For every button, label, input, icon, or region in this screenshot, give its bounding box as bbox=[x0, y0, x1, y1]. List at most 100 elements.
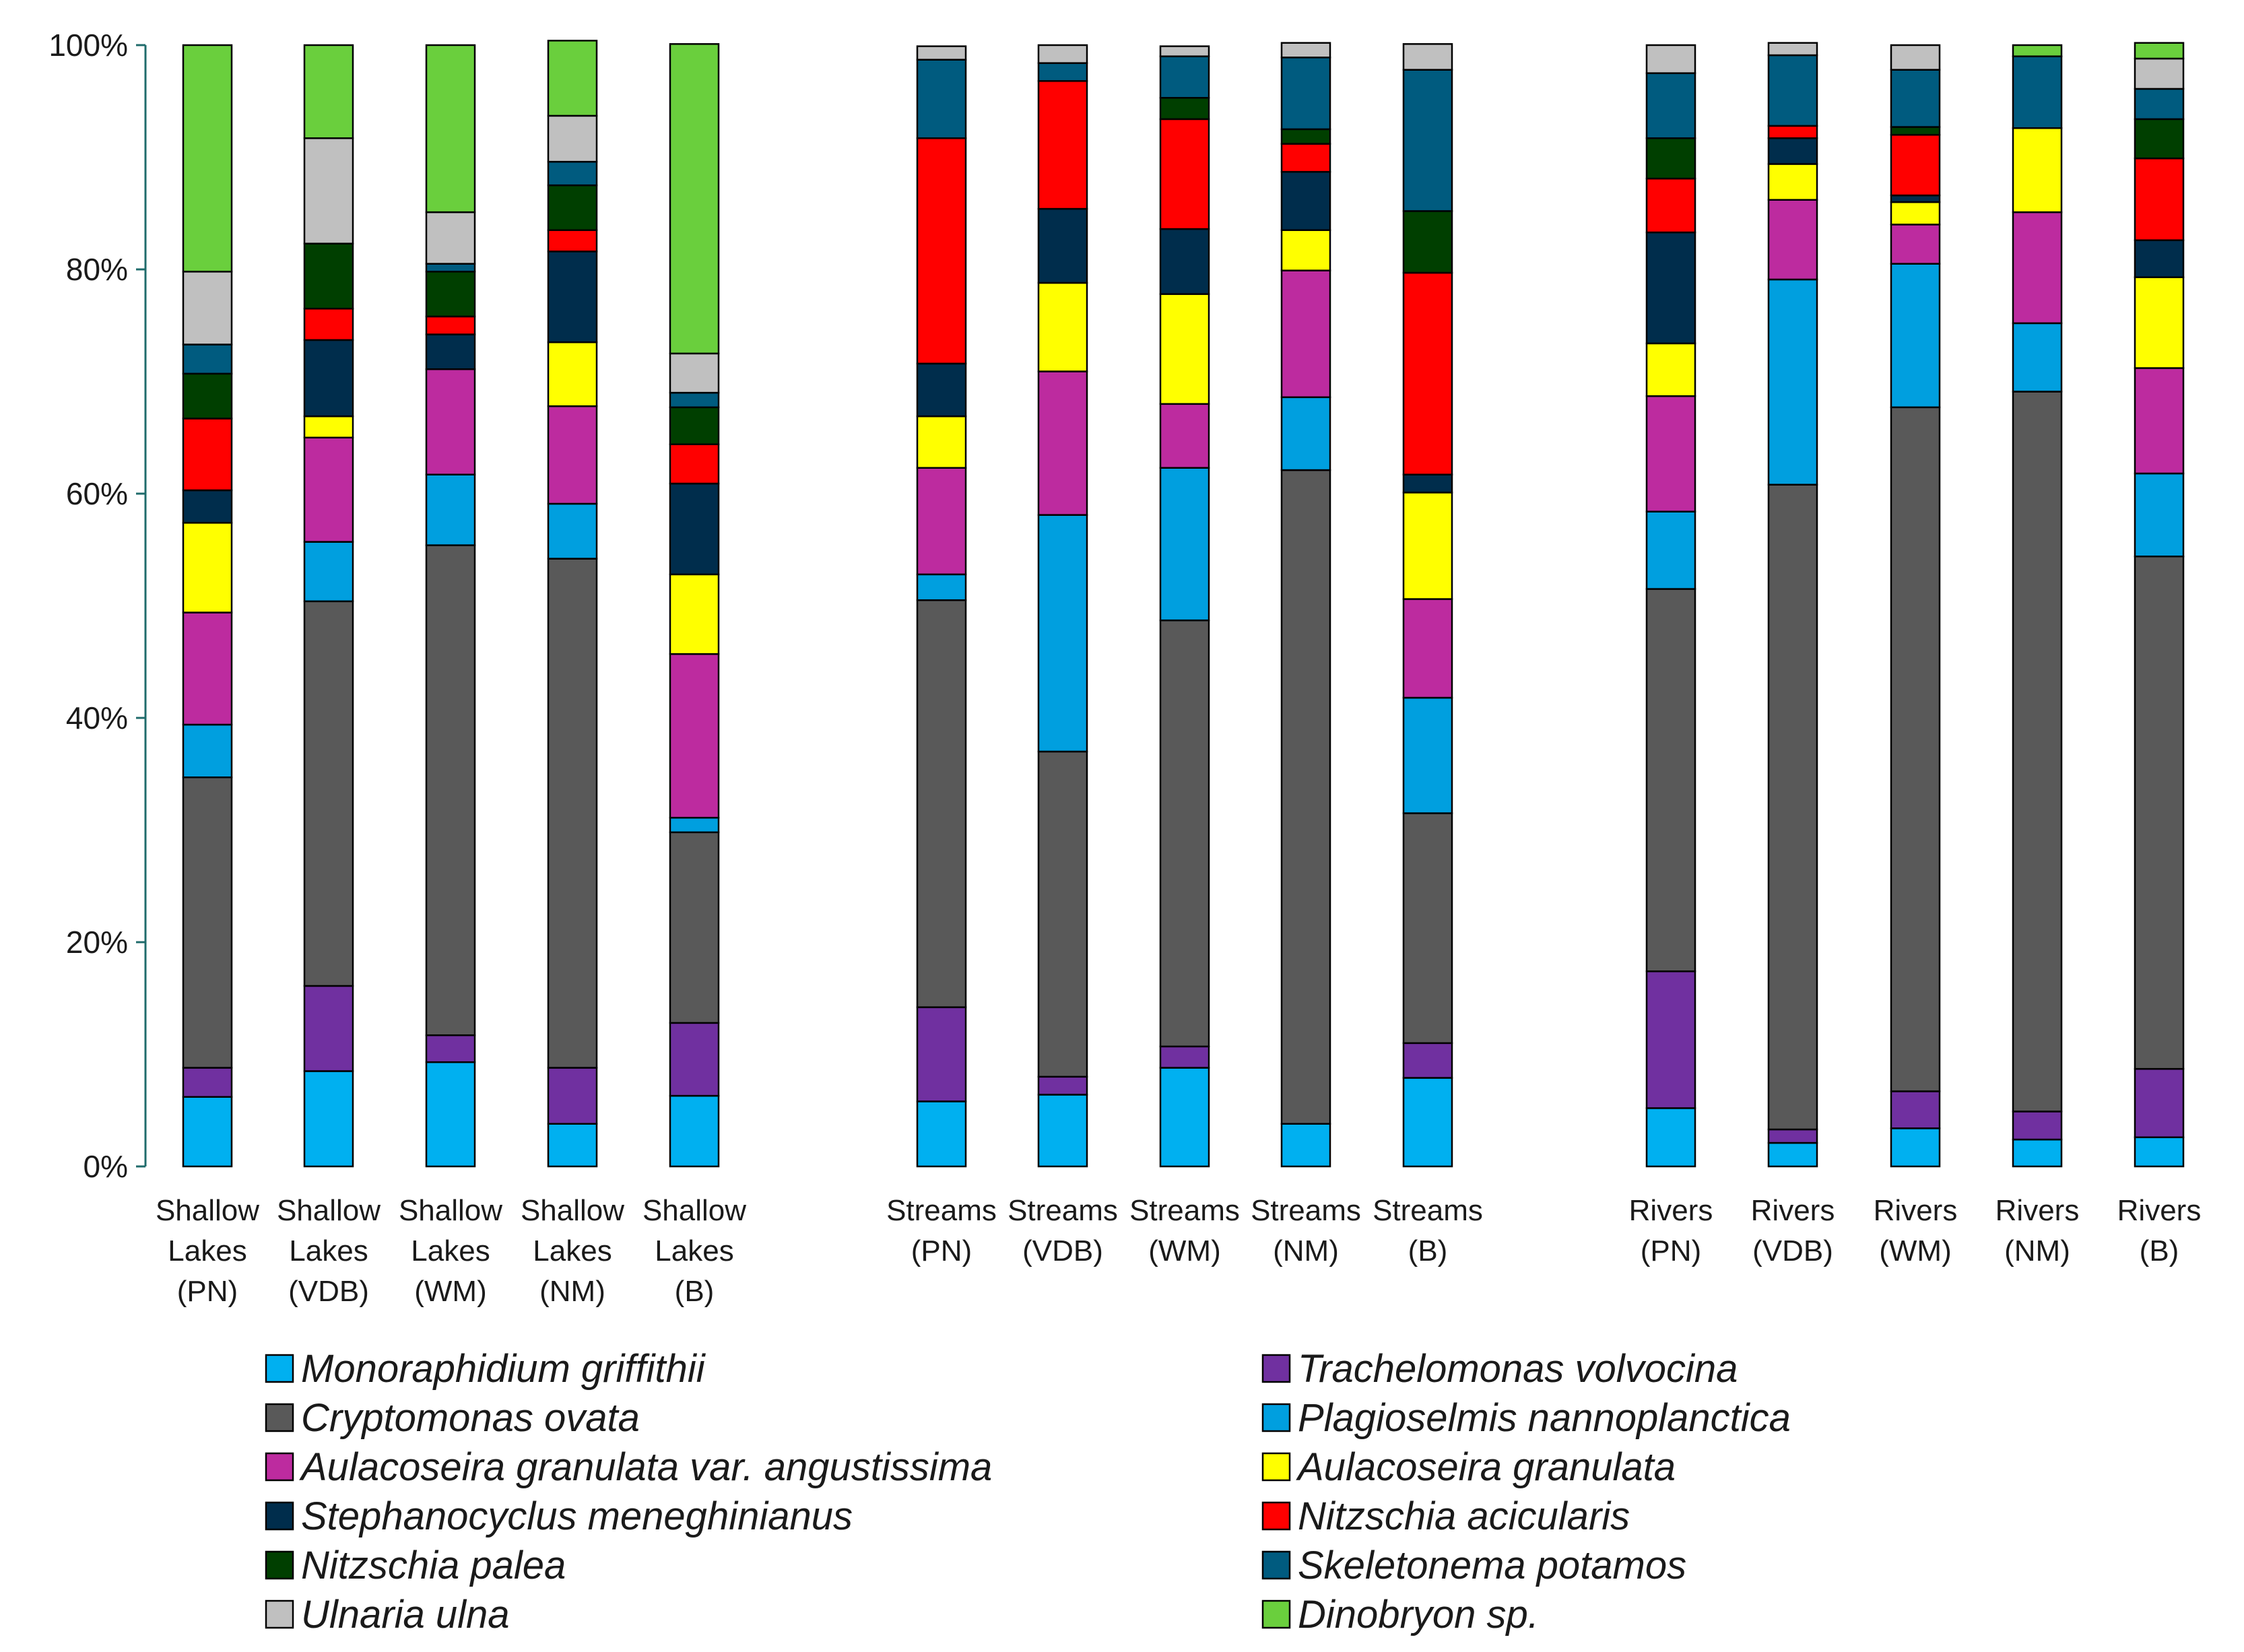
bar-segment: Rivers (PN) — Cryptomonas ovata: 34.1% bbox=[1645, 588, 1696, 972]
bar-segment: Shallow Lakes (WM) — Aulacoseira granula… bbox=[425, 368, 476, 475]
legend-item: Stephanocyclus meneghinianus bbox=[265, 1494, 853, 1538]
legend-swatch bbox=[1261, 1550, 1291, 1580]
bar-segment: Rivers (WM) — Trachelomonas volvocina: 3… bbox=[1890, 1090, 1941, 1129]
bar-segment: Streams (WM) — Ulnaria ulna: 0.9% bbox=[1159, 45, 1210, 57]
legend-item: Aulacoseira granulata var. angustissima bbox=[265, 1445, 992, 1489]
legend-swatch bbox=[265, 1452, 294, 1482]
bar-stack: Streams (PN) — Monoraphidium griffithii:… bbox=[916, 45, 967, 1168]
x-tick-label: Rivers (PN) bbox=[1629, 1194, 1713, 1267]
bar-segment: Streams (PN) — Plagioselmis nannoplancti… bbox=[916, 573, 967, 601]
bar-stack: Shallow Lakes (PN) — Monoraphidium griff… bbox=[182, 44, 233, 1168]
legend-label: Skeletonema potamos bbox=[1298, 1544, 1686, 1587]
bar-stack: Rivers (B) — Monoraphidium griffithii: 2… bbox=[2134, 42, 2185, 1168]
x-tick-label: Shallow Lakes (VDB) bbox=[277, 1194, 381, 1308]
x-tick-label: Streams (PN) bbox=[886, 1194, 997, 1267]
bar-segment: Rivers (PN) — Skeletonema potamos: 5.8% bbox=[1645, 72, 1696, 139]
legend-swatch bbox=[1261, 1452, 1291, 1482]
x-axis-labels: Shallow Lakes (PN)Shallow Lakes (VDB)Shallow… bbox=[156, 1194, 2201, 1308]
bar-segment: Shallow Lakes (PN) — Aulacoseira granula… bbox=[182, 522, 233, 614]
bar-stack: Shallow Lakes (WM) — Monoraphidium griff… bbox=[425, 44, 476, 1168]
legend-swatch bbox=[265, 1354, 294, 1383]
bar-segment: Streams (B) — Aulacoseira granulata: 9.5… bbox=[1402, 492, 1453, 600]
bar-segment: Rivers (B) — Aulacoseira granulata var. … bbox=[2134, 367, 2185, 475]
bar-segment: Rivers (PN) — Aulacoseira granulata var.… bbox=[1645, 395, 1696, 513]
bar-segment: Shallow Lakes (NM) — Monoraphidium griff… bbox=[547, 1123, 598, 1168]
bar-stack: Streams (WM) — Monoraphidium griffithii:… bbox=[1159, 45, 1210, 1168]
bar-segment: Shallow Lakes (PN) — Stephanocyclus mene… bbox=[182, 489, 233, 524]
bar-segment: Shallow Lakes (VDB) — Nitzschia palea: 5… bbox=[303, 242, 354, 310]
bar-stack: Rivers (PN) — Monoraphidium griffithii: … bbox=[1645, 44, 1696, 1168]
x-tick-label: Streams (VDB) bbox=[1008, 1194, 1118, 1267]
legend-swatch bbox=[265, 1550, 294, 1580]
y-tick-label: 0% bbox=[84, 1149, 128, 1184]
bar-segment: Rivers (VDB) — Aulacoseira granulata: 3.… bbox=[1767, 163, 1818, 201]
bar-segment: Streams (WM) — Stephanocyclus meneghinia… bbox=[1159, 228, 1210, 295]
bar-segment: Shallow Lakes (VDB) — Stephanocyclus men… bbox=[303, 339, 354, 418]
bar-segment: Shallow Lakes (VDB) — Ulnaria ulna: 9.4% bbox=[303, 137, 354, 244]
bar-segment: Streams (PN) — Skeletonema potamos: 7% bbox=[916, 59, 967, 139]
bar-segment: Shallow Lakes (VDB) — Nitzschia acicular… bbox=[303, 308, 354, 341]
bar-segment: Rivers (VDB) — Cryptomonas ovata: 57.5% bbox=[1767, 484, 1818, 1131]
bar-segment: Shallow Lakes (NM) — Aulacoseira granula… bbox=[547, 341, 598, 407]
legend-swatch bbox=[1261, 1599, 1291, 1629]
bar-segment: Streams (NM) — Nitzschia acicularis: 2.5… bbox=[1280, 143, 1331, 173]
bar-segment: Rivers (B) — Ulnaria ulna: 2.7% bbox=[2134, 57, 2185, 90]
legend-label: Monoraphidium griffithii bbox=[301, 1347, 706, 1391]
bar-segment: Shallow Lakes (VDB) — Plagioselmis nanno… bbox=[303, 541, 354, 603]
bar-segment: Streams (PN) — Cryptomonas ovata: 36.3% bbox=[916, 599, 967, 1008]
bar-segment: Shallow Lakes (PN) — Nitzschia aciculari… bbox=[182, 418, 233, 492]
bar-segment: Rivers (WM) — Plagioselmis nannoplanctic… bbox=[1890, 263, 1941, 409]
bar-segment: Rivers (PN) — Plagioselmis nannoplanctic… bbox=[1645, 510, 1696, 590]
bar-stack: Streams (VDB) — Monoraphidium griffithii… bbox=[1037, 44, 1088, 1168]
bar-segment: Streams (B) — Trachelomonas volvocina: 3… bbox=[1402, 1042, 1453, 1079]
legend-item: Skeletonema potamos bbox=[1261, 1544, 1686, 1587]
bar-segment: Shallow Lakes (NM) — Stephanocyclus mene… bbox=[547, 251, 598, 343]
bar-segment: Rivers (NM) — Aulacoseira granulata var.… bbox=[2012, 211, 2063, 325]
bar-segment: Streams (NM) — Ulnaria ulna: 1.3% bbox=[1280, 42, 1331, 59]
legend-label: Cryptomonas ovata bbox=[301, 1396, 640, 1440]
bar-segment: Shallow Lakes (PN) — Monoraphidium griff… bbox=[182, 1096, 233, 1168]
bar-segment: Shallow Lakes (VDB) — Aulacoseira granul… bbox=[303, 415, 354, 438]
bar-segment: Rivers (B) — Skeletonema potamos: 2.7% bbox=[2134, 88, 2185, 121]
bar-segment: Streams (VDB) — Ulnaria ulna: 1.6% bbox=[1037, 44, 1088, 64]
bar-segment: Shallow Lakes (WM) — Trachelomonas volvo… bbox=[425, 1034, 476, 1063]
bar-segment: Rivers (WM) — Nitzschia palea: 0.7% bbox=[1890, 126, 1941, 136]
legend-swatch bbox=[1261, 1354, 1291, 1383]
x-tick-label: Streams (B) bbox=[1373, 1194, 1483, 1267]
legend-item: Cryptomonas ovata bbox=[265, 1396, 640, 1440]
bar-segment: Rivers (WM) — Nitzschia acicularis: 5.4% bbox=[1890, 133, 1941, 197]
x-tick-label: Shallow Lakes (WM) bbox=[399, 1194, 502, 1308]
y-tick-label: 100% bbox=[48, 28, 128, 63]
bar-segment: Rivers (B) — Cryptomonas ovata: 45.7% bbox=[2134, 555, 2185, 1070]
bar-segment: Shallow Lakes (B) — Dinobryon sp.: 27.6% bbox=[669, 43, 720, 355]
bar-segment: Shallow Lakes (NM) — Nitzschia aciculari… bbox=[547, 229, 598, 253]
legend-item: Aulacoseira granulata bbox=[1261, 1445, 1676, 1489]
bar-segment: Shallow Lakes (B) — Plagioselmis nannopl… bbox=[669, 816, 720, 834]
bar-segment: Rivers (VDB) — Skeletonema potamos: 6.3% bbox=[1767, 54, 1818, 127]
bar-segment: Shallow Lakes (PN) — Plagioselmis nannop… bbox=[182, 723, 233, 779]
bar-segment: Rivers (VDB) — Nitzschia acicularis: 1.1… bbox=[1767, 125, 1818, 139]
bar-segment: Shallow Lakes (B) — Nitzschia acicularis… bbox=[669, 443, 720, 485]
bar-segment: Rivers (VDB) — Trachelomonas volvocina: … bbox=[1767, 1128, 1818, 1144]
legend-swatch bbox=[265, 1403, 294, 1432]
bar-segment: Shallow Lakes (B) — Ulnaria ulna: 3.5% bbox=[669, 352, 720, 394]
bar-segment: Shallow Lakes (PN) — Nitzschia palea: 4% bbox=[182, 372, 233, 420]
legend: Monoraphidium griffithii Trachelomonas vo… bbox=[265, 1347, 1791, 1637]
bar-stack: Rivers (NM) — Monoraphidium griffithii: … bbox=[2012, 44, 2063, 1168]
bar-segment: Shallow Lakes (NM) — Ulnaria ulna: 4.1% bbox=[547, 114, 598, 163]
bar-segment: Streams (WM) — Monoraphidium griffithii:… bbox=[1159, 1067, 1210, 1168]
bar-segment: Shallow Lakes (NM) — Plagioselmis nannop… bbox=[547, 502, 598, 560]
bar-segment: Shallow Lakes (VDB) — Monoraphidium grif… bbox=[303, 1070, 354, 1168]
legend-item: Plagioselmis nannoplanctica bbox=[1261, 1396, 1791, 1440]
bar-segment: Streams (B) — Nitzschia acicularis: 18% bbox=[1402, 271, 1453, 475]
bar-segment: Shallow Lakes (WM) — Ulnaria ulna: 4.6% bbox=[425, 211, 476, 265]
bar-segment: Streams (VDB) — Plagioselmis nannoplanct… bbox=[1037, 514, 1088, 753]
legend-label: Dinobryon sp. bbox=[1298, 1593, 1539, 1637]
bar-segment: Streams (NM) — Skeletonema potamos: 6.4% bbox=[1280, 57, 1331, 131]
bar-segment: Rivers (PN) — Monoraphidium griffithii: … bbox=[1645, 1107, 1696, 1168]
y-tick-label: 80% bbox=[66, 252, 128, 287]
bar-segment: Streams (WM) — Nitzschia palea: 1.9% bbox=[1159, 97, 1210, 121]
bar-segment: Streams (WM) — Aulacoseira granulata: 9.… bbox=[1159, 293, 1210, 405]
bar-segment: Shallow Lakes (PN) — Dinobryon sp.: 20.2… bbox=[182, 44, 233, 273]
bar-segment: Streams (PN) — Monoraphidium griffithii:… bbox=[916, 1100, 967, 1168]
